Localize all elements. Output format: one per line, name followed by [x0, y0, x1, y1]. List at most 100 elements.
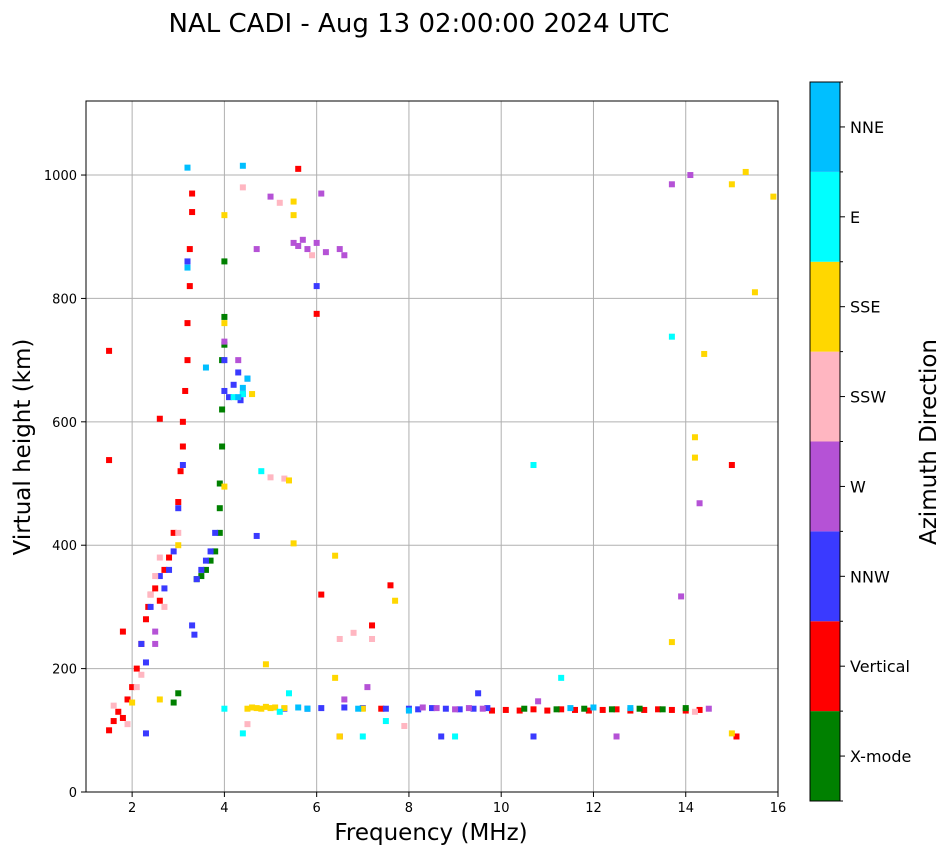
- data-point: [186, 246, 193, 253]
- data-point: [267, 474, 274, 481]
- data-point: [115, 708, 122, 715]
- data-point: [590, 704, 597, 711]
- data-point: [382, 705, 389, 712]
- data-point: [142, 659, 149, 666]
- data-point: [175, 505, 182, 512]
- data-point: [216, 529, 223, 536]
- data-point: [295, 165, 302, 172]
- data-point: [239, 184, 246, 191]
- data-point: [221, 705, 228, 712]
- y-tick-label: 400: [52, 539, 77, 554]
- data-point: [742, 168, 749, 175]
- data-point: [142, 616, 149, 623]
- data-point: [341, 252, 348, 259]
- data-point: [770, 193, 777, 200]
- data-point: [262, 661, 269, 668]
- data-point: [516, 707, 523, 714]
- data-point: [239, 384, 246, 391]
- colorbar-tick-label: SSW: [850, 388, 886, 407]
- data-point: [401, 722, 408, 729]
- data-point: [198, 573, 205, 580]
- data-point: [226, 394, 233, 401]
- data-point: [392, 597, 399, 604]
- data-point: [701, 350, 708, 357]
- data-point: [442, 705, 449, 712]
- data-point: [166, 554, 173, 561]
- data-point: [182, 387, 189, 394]
- data-point: [429, 705, 435, 712]
- data-point: [456, 706, 463, 713]
- data-point: [184, 357, 191, 364]
- data-point: [191, 631, 198, 638]
- data-point: [124, 696, 131, 703]
- data-point: [521, 705, 528, 712]
- data-point: [184, 264, 191, 271]
- data-point: [290, 540, 297, 547]
- data-point: [258, 468, 265, 475]
- data-point: [230, 381, 237, 388]
- data-point: [599, 706, 606, 713]
- y-tick-label: 200: [52, 663, 77, 678]
- colorbar-segment: [810, 351, 840, 442]
- data-point: [189, 209, 196, 216]
- data-point: [668, 706, 675, 713]
- data-point: [332, 552, 339, 559]
- data-point: [156, 597, 163, 604]
- data-point: [452, 706, 459, 713]
- data-point: [216, 505, 223, 512]
- colorbar-tick-label: E: [850, 208, 860, 227]
- data-point: [193, 576, 200, 583]
- data-point: [364, 684, 371, 691]
- plot-frame: [85, 100, 779, 793]
- data-point: [175, 690, 182, 697]
- data-point: [668, 639, 675, 646]
- data-point: [313, 239, 320, 246]
- data-point: [216, 480, 223, 487]
- colorbar-segment: [810, 531, 840, 622]
- data-point: [359, 733, 366, 740]
- data-point: [221, 258, 228, 265]
- data-point: [484, 705, 491, 712]
- data-point: [470, 705, 477, 712]
- data-point: [696, 706, 703, 713]
- data-point: [530, 706, 537, 713]
- data-point: [535, 698, 542, 705]
- data-point: [244, 705, 251, 712]
- data-point: [696, 500, 703, 507]
- data-point: [129, 699, 136, 706]
- y-axis-ticks: 0 200 400 600 800 1000: [44, 169, 86, 801]
- data-point: [387, 582, 394, 589]
- data-point: [488, 707, 495, 714]
- data-point: [221, 341, 228, 348]
- data-point: [581, 705, 588, 712]
- data-point: [221, 338, 228, 345]
- data-point: [152, 573, 159, 580]
- colorbar-frame: [809, 81, 841, 802]
- data-point: [152, 585, 159, 592]
- data-point: [189, 190, 196, 197]
- data-point: [682, 705, 689, 712]
- data-point: [419, 704, 426, 711]
- data-point: [253, 705, 260, 712]
- data-point: [186, 283, 193, 290]
- data-point: [433, 705, 440, 712]
- data-point: [687, 172, 694, 179]
- data-point: [378, 705, 385, 712]
- colorbar: X-mode Vertical NNW W SSW SSE E NNE: [809, 81, 911, 802]
- data-point: [207, 548, 214, 555]
- x-axis-label: Frequency (MHz): [334, 820, 527, 846]
- colorbar-segment: [810, 261, 840, 352]
- data-point: [239, 162, 246, 169]
- data-point: [452, 733, 459, 740]
- data-point: [147, 591, 154, 598]
- colorbar-segment: [810, 171, 840, 262]
- data-point: [237, 397, 244, 404]
- data-point: [230, 394, 237, 401]
- data-point: [202, 364, 209, 371]
- data-point: [438, 733, 445, 740]
- data-point: [253, 246, 260, 253]
- data-point: [733, 733, 740, 740]
- data-point: [235, 394, 242, 401]
- data-point: [235, 369, 242, 376]
- data-point: [309, 252, 316, 259]
